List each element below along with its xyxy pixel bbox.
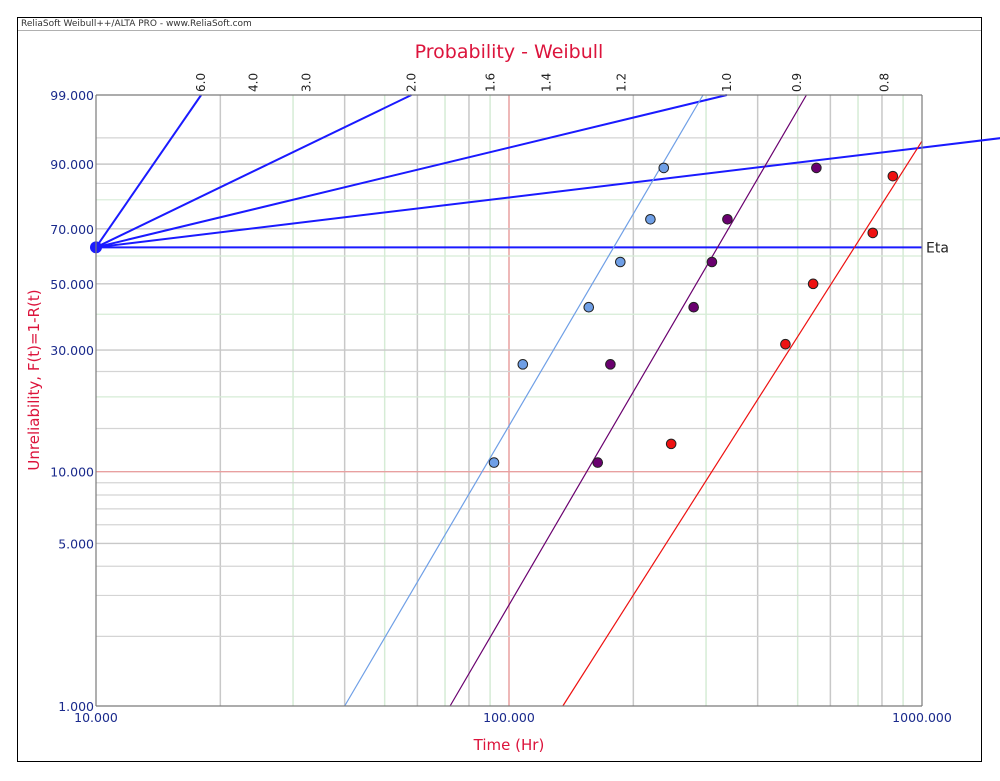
fit-line-2	[449, 94, 807, 707]
beta-tick-label: 1.6	[483, 73, 497, 92]
beta-tick-label: 0.8	[878, 73, 892, 92]
beta-tick-label: 6.0	[194, 73, 208, 92]
data-point-series-2	[605, 359, 616, 370]
beta-reference-line	[95, 94, 728, 249]
x-axis-label: Time (Hr)	[473, 736, 545, 754]
beta-reference-line	[95, 94, 412, 249]
eta-label: Eta	[926, 240, 949, 256]
data-point-series-1	[488, 457, 500, 468]
x-tick-label: 10.000	[74, 710, 118, 725]
beta-tick-label: 1.0	[720, 73, 734, 92]
fit-line-3	[562, 140, 923, 707]
data-point-series-1	[645, 213, 656, 225]
data-point-series-2	[811, 162, 822, 174]
data-point-series-1	[517, 359, 529, 370]
y-tick-label: 99.000	[50, 88, 94, 103]
tick-labels: 6.0 4.0 3.0 2.0 1.6 1.4 1.2 1.0 0.9 0.8 1.000 5.000…	[50, 73, 952, 725]
y-tick-label: 50.000	[50, 277, 94, 292]
y-axis-label: Unreliability, F(t)=1-R(t)	[25, 289, 43, 470]
y-tick-label: 5.000	[58, 536, 94, 551]
beta-tick-label: 3.0	[299, 73, 313, 92]
y-tick-label: 30.000	[50, 343, 94, 358]
axes	[95, 94, 923, 707]
chart-title: Probability - Weibull	[415, 41, 604, 63]
beta-tick-label: 0.9	[790, 73, 804, 92]
beta-reference-line	[95, 137, 1000, 249]
beta-tick-label: 1.4	[540, 73, 554, 92]
x-tick-label: 1000.000	[892, 710, 952, 725]
data-point-series-2	[592, 457, 604, 468]
beta-tick-label: 1.2	[615, 73, 629, 92]
data-points	[488, 162, 899, 468]
x-tick-label: 100.000	[483, 710, 535, 725]
data-point-series-3	[665, 438, 677, 450]
beta-tick-label: 2.0	[404, 73, 418, 92]
beta-reference-line	[95, 94, 202, 248]
window-title: ReliaSoft Weibull++/ALTA PRO - www.Relia…	[21, 19, 252, 29]
y-tick-label: 1.000	[58, 699, 94, 714]
data-point-series-1	[658, 162, 670, 174]
beta-tick-label: 4.0	[247, 73, 261, 92]
data-point-series-2	[722, 213, 733, 225]
fit-line-1	[344, 94, 704, 707]
plot-window: ReliaSoft Weibull++/ALTA PRO - www.Relia…	[17, 17, 982, 762]
data-point-series-3	[867, 227, 879, 239]
fit-lines	[344, 94, 923, 707]
eta-reference: Eta	[96, 240, 949, 256]
data-point-series-1	[615, 256, 626, 268]
data-point-series-2	[706, 256, 718, 268]
beta-scale	[90, 94, 1000, 254]
data-point-series-1	[583, 301, 595, 313]
data-point-series-3	[887, 170, 899, 182]
y-tick-label: 10.000	[50, 465, 94, 480]
data-point-series-2	[688, 301, 699, 313]
y-tick-label: 90.000	[50, 157, 94, 172]
title-divider	[18, 30, 981, 31]
y-tick-label: 70.000	[50, 222, 94, 237]
data-point-series-3	[780, 338, 791, 350]
data-point-series-3	[807, 278, 819, 290]
